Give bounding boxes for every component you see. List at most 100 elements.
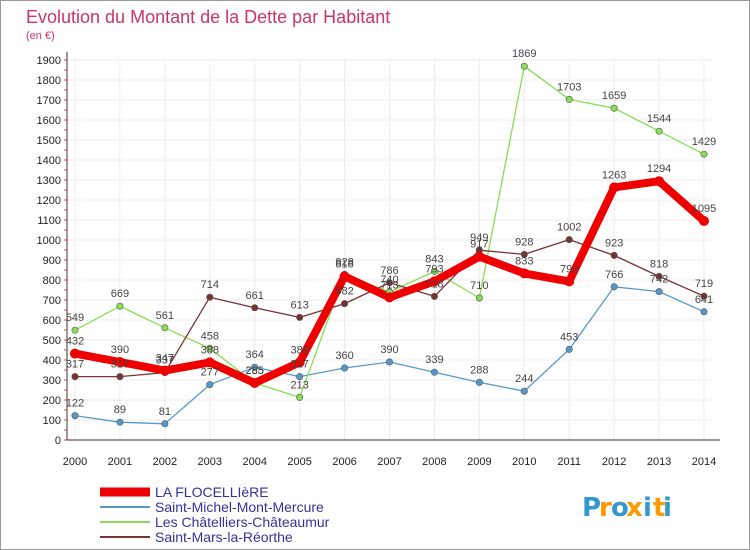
data-label: 766: [605, 269, 623, 281]
data-point: [249, 378, 260, 388]
data-point: [655, 288, 663, 296]
data-point: [161, 420, 169, 428]
y-tick-label: 1400: [37, 155, 61, 167]
data-label: 713: [380, 279, 398, 291]
x-tick-label: 2011: [557, 456, 581, 468]
y-tick-label: 800: [43, 275, 61, 287]
y-tick-label: 900: [43, 255, 61, 267]
data-label: 1703: [557, 81, 581, 93]
data-point: [71, 412, 79, 420]
data-point: [474, 251, 485, 262]
data-label: 285: [246, 365, 264, 377]
data-point: [429, 276, 440, 287]
data-label: 786: [380, 265, 398, 277]
data-point: [700, 150, 708, 158]
data-point: [341, 300, 349, 308]
data-label: 742: [650, 274, 668, 286]
grid: [67, 59, 712, 441]
data-label: 818: [650, 258, 668, 270]
data-point: [565, 345, 573, 353]
data-label: 388: [290, 344, 308, 356]
data-point: [294, 357, 305, 368]
legend: LA FLOCELLIèRESaint-Michel-Mont-MercureL…: [100, 484, 330, 545]
data-label: 317: [290, 359, 308, 371]
data-label: 347: [156, 353, 174, 365]
data-label: 682: [335, 286, 353, 298]
data-point: [699, 216, 709, 226]
y-tick-label: 1900: [37, 55, 61, 67]
data-label: 122: [66, 398, 84, 410]
data-point: [430, 292, 438, 300]
x-tick-label: 2003: [198, 456, 222, 468]
data-label: 89: [114, 404, 126, 416]
axes: 0 100 200 300 400 500 600 700 800 900 1000 1100 1200…: [37, 52, 720, 468]
chart-title: Evolution du Montant de la Dette par Hab…: [26, 7, 390, 27]
data-label: 277: [201, 367, 219, 379]
data-label: 317: [111, 359, 129, 371]
logo-letter: t: [653, 493, 665, 523]
data-label: 1095: [692, 203, 716, 215]
logo-letter: r: [599, 493, 612, 523]
legend-label: Saint-Michel-Mont-Mercure: [155, 499, 324, 515]
x-tick-label: 2008: [422, 456, 446, 468]
data-label: 360: [335, 350, 353, 362]
data-label: 317: [66, 359, 84, 371]
data-label: 793: [560, 263, 578, 275]
data-point: [341, 364, 349, 372]
data-label: 949: [470, 232, 488, 244]
x-tick-label: 2004: [242, 456, 266, 468]
data-point: [430, 368, 438, 376]
data-label: 390: [380, 344, 398, 356]
data-label: 561: [156, 310, 174, 322]
data-label: 669: [111, 288, 129, 300]
data-label: 828: [335, 256, 353, 268]
data-point: [114, 357, 125, 367]
x-tick-label: 2009: [467, 456, 491, 468]
y-tick-label: 1100: [37, 215, 61, 227]
data-point: [564, 276, 575, 287]
data-point: [296, 393, 304, 401]
data-point: [204, 357, 215, 368]
data-point: [116, 418, 124, 426]
logo-letter: P: [582, 493, 601, 523]
data-label: 833: [515, 255, 533, 267]
logo-letter: o: [611, 493, 629, 523]
x-tick-label: 2000: [63, 456, 87, 468]
data-label: 1002: [557, 222, 581, 234]
data-label: 843: [425, 253, 443, 265]
y-tick-label: 700: [43, 295, 61, 307]
data-point: [385, 358, 393, 366]
data-label: 1429: [692, 136, 716, 148]
data-point: [655, 127, 663, 135]
data-label: 1869: [512, 48, 536, 60]
legend-label: LA FLOCELLIèRE: [155, 484, 269, 500]
data-label: 244: [515, 373, 533, 385]
data-point: [116, 302, 124, 310]
x-tick-label: 2013: [647, 456, 671, 468]
logo-letter: x: [626, 493, 643, 523]
x-tick-label: 2006: [332, 456, 356, 468]
y-tick-label: 1200: [37, 195, 61, 207]
data-label: 641: [695, 294, 713, 306]
data-label: 710: [470, 280, 488, 292]
x-tick-label: 2010: [512, 456, 536, 468]
data-label: 923: [605, 237, 623, 249]
data-label: 661: [246, 290, 264, 302]
data-label: 1659: [602, 90, 626, 102]
data-point: [385, 279, 393, 287]
data-point: [116, 373, 124, 381]
data-point: [159, 365, 170, 376]
data-point: [206, 293, 214, 301]
data-label: 1544: [647, 113, 671, 125]
data-label: 917: [470, 239, 488, 251]
data-point: [339, 271, 350, 282]
data-point: [520, 250, 528, 258]
data-point: [70, 348, 80, 359]
data-point: [655, 272, 663, 280]
data-label: 613: [290, 299, 308, 311]
logo-letter: i: [663, 493, 672, 523]
data-label: 453: [560, 331, 578, 343]
data-point: [565, 236, 573, 244]
logo-letter: i: [643, 493, 652, 523]
